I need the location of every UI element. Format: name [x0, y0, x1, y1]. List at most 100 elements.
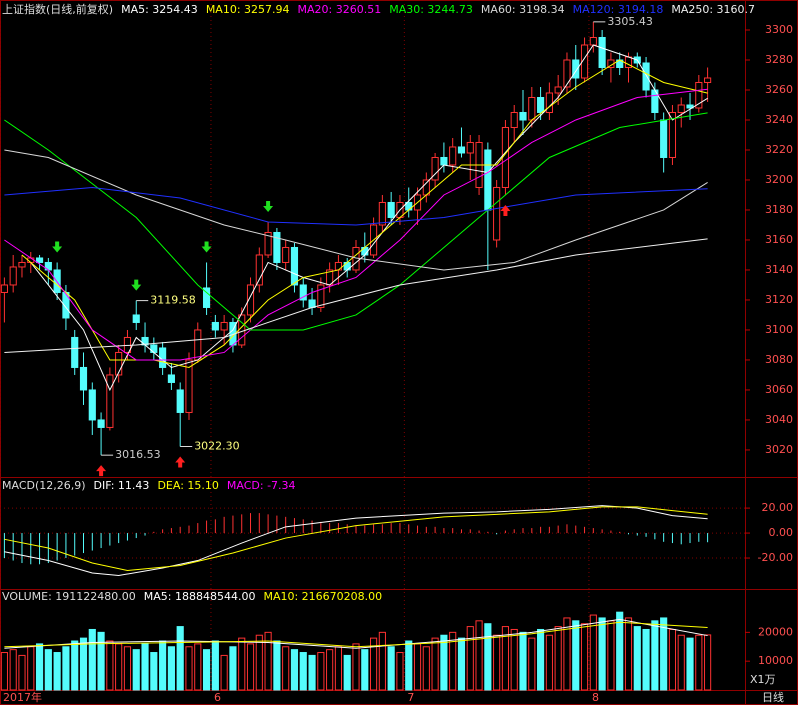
volume-bar	[0, 652, 8, 691]
x-tick-label: 7	[407, 691, 414, 704]
volume-bar	[220, 654, 228, 691]
candle-body	[598, 36, 606, 68]
y-tick-label: 3160	[765, 233, 793, 246]
volume-bar	[317, 652, 325, 691]
volume-bar	[624, 617, 633, 691]
candle-body	[79, 366, 88, 391]
x-tick-label: 6	[214, 691, 221, 704]
volume-bar	[651, 620, 659, 691]
annotation: 3016.53	[115, 448, 161, 461]
candle-body	[88, 389, 96, 421]
legend-item: MA10: 216670208.00	[263, 590, 382, 603]
ma-line	[4, 506, 708, 572]
candle-body	[220, 321, 228, 331]
volume-bar	[53, 652, 61, 691]
x-tick-label: 2017年	[3, 690, 42, 704]
volume-bar	[299, 652, 307, 691]
volume-bar	[44, 649, 52, 691]
candle-body	[449, 146, 457, 166]
volume-bar	[132, 649, 140, 691]
x-tick-label: 8	[592, 691, 599, 704]
candle-body	[132, 314, 140, 323]
candle-body	[554, 86, 562, 94]
candle-body	[510, 111, 518, 128]
candle-body	[642, 62, 650, 91]
volume-bar	[246, 643, 255, 691]
candle-body	[343, 261, 351, 271]
volume-bar	[167, 646, 175, 691]
candle-body	[273, 231, 281, 263]
candle-body	[545, 92, 553, 113]
volume-bar	[554, 626, 562, 691]
volume-bar	[633, 626, 641, 691]
volume-bar	[572, 620, 580, 691]
candle-body	[246, 284, 255, 316]
volume-bar	[537, 628, 545, 691]
candle-body	[9, 266, 17, 286]
legend-item: DIF: 11.43	[94, 479, 150, 492]
volume-bar	[255, 634, 263, 691]
volume-bar	[563, 617, 571, 691]
candle-body	[317, 284, 325, 308]
sell-arrow	[52, 241, 63, 253]
volume-bar	[185, 646, 193, 691]
candle-body	[167, 374, 175, 383]
candle-body	[361, 246, 369, 256]
sell-arrow	[131, 279, 142, 291]
volume-bar	[123, 646, 132, 691]
y-tick-label: 3180	[765, 203, 793, 216]
legend-item: MA20: 3260.51	[298, 3, 382, 16]
candle-body	[115, 351, 123, 376]
volume-bar	[308, 654, 316, 691]
volume-bar	[431, 637, 439, 691]
volume-bar	[686, 637, 694, 691]
buy-arrow	[96, 465, 107, 477]
volume-bar	[378, 631, 386, 691]
volume-bar	[238, 637, 246, 691]
volume-bar	[695, 634, 703, 691]
candle-body	[695, 81, 703, 109]
candle-body	[457, 146, 466, 154]
legend-item: DEA: 15.10	[157, 479, 218, 492]
annotation: 3022.30	[194, 440, 240, 453]
candle-body	[484, 149, 492, 211]
volume-bar	[282, 646, 290, 691]
volume-bar	[440, 634, 448, 691]
volume-bar	[528, 637, 536, 691]
buy-arrow	[175, 456, 186, 468]
legend-item: MA250: 3160.7	[671, 3, 755, 16]
y-tick-label: 3100	[765, 323, 793, 336]
y-tick-label: 3140	[765, 263, 793, 276]
candle-body	[677, 104, 685, 113]
volume-bar	[273, 640, 281, 691]
volume-bar	[106, 640, 114, 691]
period-label: 日线	[762, 690, 784, 704]
candle-body	[440, 156, 448, 166]
volume-bar	[194, 643, 202, 691]
volume-bar	[71, 640, 79, 691]
candle-body	[501, 126, 510, 188]
annotation: 3305.43	[607, 15, 653, 28]
legend-item: MA5: 188848544.00	[144, 590, 256, 603]
volume-bar	[396, 652, 404, 691]
candle-body	[308, 299, 316, 308]
ma-line	[4, 149, 708, 271]
volume-bar	[290, 649, 299, 691]
legend-item: MA5: 3254.43	[121, 3, 198, 16]
volume-bar	[229, 646, 237, 691]
candle-body	[255, 254, 263, 286]
volume-bar	[370, 637, 378, 691]
candle-body	[18, 261, 26, 268]
legend-item: 上证指数(日线,前复权)	[2, 2, 113, 16]
y-tick-label: 3120	[765, 293, 793, 306]
candle-body	[519, 111, 527, 121]
volume-bar	[361, 649, 369, 691]
y-tick-label: 3300	[765, 23, 793, 36]
candle-body	[704, 77, 712, 83]
legend-item: MACD(12,26,9)	[2, 479, 86, 492]
candle-body	[194, 329, 202, 361]
volume-bar	[642, 628, 650, 691]
ma-line	[30, 44, 708, 392]
